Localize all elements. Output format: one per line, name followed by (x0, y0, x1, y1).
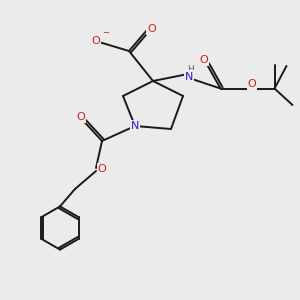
Text: O: O (92, 35, 100, 46)
Text: O: O (76, 112, 85, 122)
Text: H: H (187, 64, 194, 74)
Text: O: O (248, 79, 256, 89)
Text: O: O (200, 55, 208, 65)
Text: N: N (185, 71, 193, 82)
Text: −: − (102, 28, 109, 38)
Text: O: O (147, 23, 156, 34)
Text: O: O (98, 164, 106, 175)
Text: N: N (131, 121, 139, 131)
